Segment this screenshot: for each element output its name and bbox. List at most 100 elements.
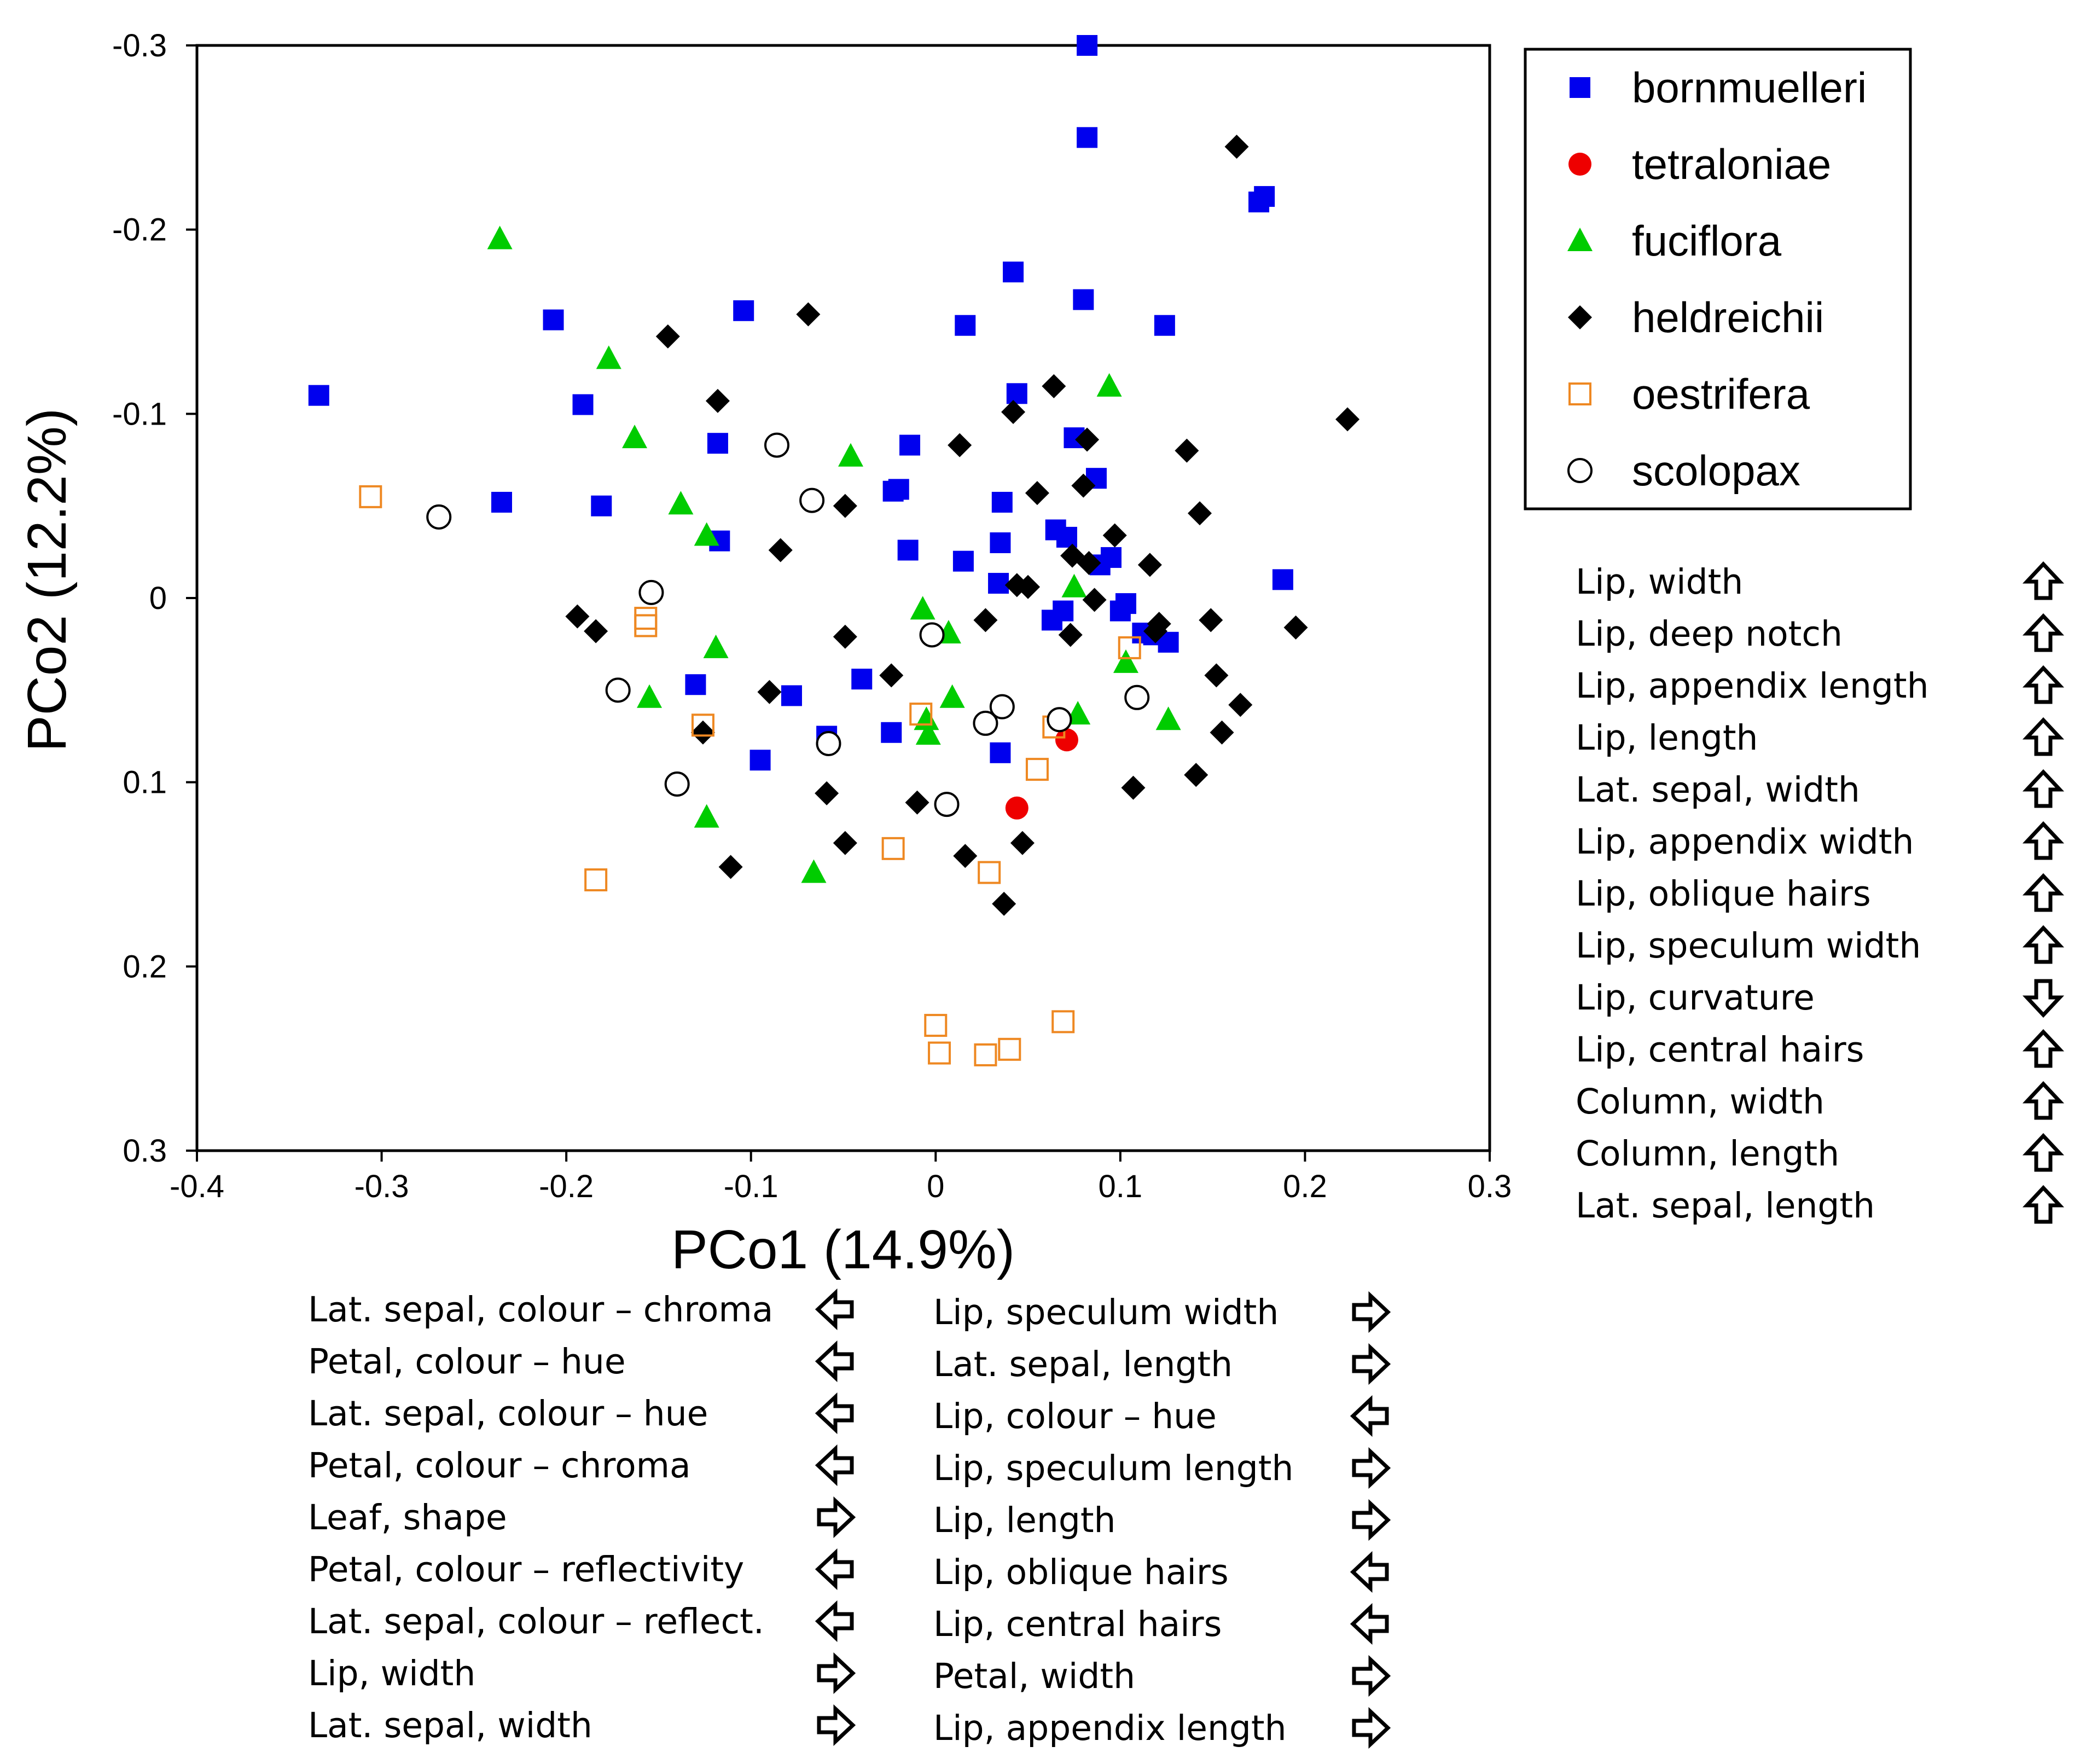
loading-label: Lip, length (1576, 718, 1758, 758)
arrow-up-icon (2022, 613, 2065, 652)
point-oestrifera (1051, 1010, 1075, 1034)
arrow-right-icon (817, 1496, 856, 1539)
point-heldreichii (1188, 501, 1212, 526)
arrow-right-icon (1352, 1447, 1391, 1489)
point-heldreichii (584, 619, 608, 643)
arrow-up-icon (2022, 665, 2065, 704)
point-heldreichii (1001, 399, 1026, 424)
point-oestrifera (978, 861, 1001, 884)
point-scolopax (973, 710, 998, 736)
point-bornmuelleri (308, 385, 329, 406)
point-heldreichii (815, 781, 839, 805)
point-bornmuelleri (1073, 289, 1094, 310)
point-heldreichii (1224, 135, 1249, 159)
point-heldreichii (1082, 588, 1107, 612)
arrow-left-icon (1350, 1603, 1389, 1645)
loading-label: Lip, length (933, 1500, 1115, 1540)
legend: bornmuelleri tetraloniae fuciflora heldreic… (1567, 63, 1867, 495)
arrow-up-icon (2022, 769, 2065, 808)
point-bornmuelleri (1041, 610, 1062, 631)
x-tick-label: -0.3 (355, 1169, 409, 1204)
point-bornmuelleri (990, 742, 1011, 763)
point-heldreichii (1016, 575, 1041, 599)
x-tick-label: 0.3 (1468, 1169, 1512, 1204)
point-heldreichii (1335, 407, 1360, 432)
legend-label-fuciflora: fuciflora (1632, 217, 1782, 265)
legend-marker-tetraloniae (1568, 153, 1591, 176)
point-fuciflora (915, 721, 941, 745)
arrow-up-icon (2022, 873, 2065, 912)
point-scolopax (799, 488, 825, 513)
point-bornmuelleri (749, 750, 771, 771)
point-heldreichii (1102, 523, 1127, 548)
point-fuciflora (622, 425, 648, 449)
legend-marker-heldreichii (1568, 305, 1592, 329)
arrow-up-icon (2022, 717, 2065, 756)
point-scolopax (816, 730, 841, 756)
point-bornmuelleri (1272, 569, 1293, 590)
point-oestrifera (584, 868, 608, 892)
point-bornmuelleri (1154, 315, 1175, 336)
loading-label: Lat. sepal, width (308, 1705, 592, 1745)
point-heldreichii (1283, 615, 1308, 640)
point-oestrifera (634, 614, 658, 637)
point-heldreichii (796, 302, 821, 327)
loading-label: Lip, colour – hue (933, 1396, 1217, 1436)
y-tick-label: 0.3 (123, 1133, 167, 1169)
loading-label: Lat. sepal, width (1576, 770, 1860, 810)
arrow-right-icon (1352, 1655, 1391, 1697)
point-bornmuelleri (491, 491, 512, 513)
legend-marker-fuciflora (1567, 228, 1593, 251)
arrow-left-icon (1350, 1395, 1389, 1437)
point-heldreichii (1025, 481, 1049, 506)
point-bornmuelleri (1254, 186, 1275, 207)
point-fuciflora (637, 684, 663, 708)
point-heldreichii (690, 720, 715, 745)
arrow-right-icon (817, 1704, 856, 1746)
point-bornmuelleri (707, 433, 728, 454)
point-heldreichii (1071, 473, 1096, 498)
point-heldreichii (1121, 775, 1146, 800)
point-oestrifera (909, 703, 933, 726)
point-scolopax (664, 771, 690, 797)
point-bornmuelleri (543, 309, 564, 330)
x-axis-title: PCo1 (14.9%) (671, 1219, 1015, 1280)
loading-label: Lip, speculum length (933, 1448, 1293, 1488)
point-fuciflora (668, 491, 694, 515)
y-axis-title: PCo2 (12.2%) (16, 408, 78, 752)
point-heldreichii (1058, 623, 1083, 647)
point-oestrifera (924, 1014, 948, 1037)
point-fuciflora (694, 804, 719, 828)
point-heldreichii (1077, 551, 1101, 576)
arrow-right-icon (1352, 1499, 1391, 1541)
arrow-up-icon (2022, 1185, 2065, 1224)
loading-label: Petal, width (933, 1656, 1135, 1696)
point-scolopax (638, 579, 664, 605)
loadings-pco1-right: Lip, speculum width Lat. sepal, length Lip… (933, 1291, 1391, 1749)
loading-label: Lip, width (1576, 562, 1743, 602)
point-heldreichii (1199, 608, 1223, 633)
loading-label: Lat. sepal, colour – chroma (308, 1290, 773, 1330)
point-heldreichii (655, 324, 680, 349)
loading-label: Lip, speculum width (1576, 926, 1921, 966)
arrow-right-icon (1352, 1707, 1391, 1749)
arrow-up-icon (2022, 1081, 2065, 1120)
legend-label-tetraloniae: tetraloniae (1632, 140, 1831, 188)
point-bornmuelleri (988, 573, 1009, 594)
loadings-pco1-left: Lat. sepal, colour – chroma Petal, colour… (308, 1288, 856, 1746)
loading-label: Lat. sepal, colour – hue (308, 1394, 708, 1434)
point-fuciflora (1113, 649, 1138, 673)
point-bornmuelleri (1003, 262, 1024, 283)
x-tick-label: 0 (927, 1169, 944, 1204)
loading-label: Lip, central hairs (1576, 1030, 1864, 1070)
loading-label: Lip, width (308, 1653, 475, 1693)
arrow-right-icon (817, 1652, 856, 1695)
point-bornmuelleri (572, 394, 594, 415)
legend-label-oestrifera: oestrifera (1632, 370, 1810, 418)
loading-label: Column, width (1576, 1082, 1824, 1122)
point-bornmuelleri (897, 539, 919, 561)
y-tick-label: -0.2 (112, 212, 167, 248)
point-heldreichii (879, 663, 904, 688)
point-heldreichii (1228, 693, 1253, 717)
